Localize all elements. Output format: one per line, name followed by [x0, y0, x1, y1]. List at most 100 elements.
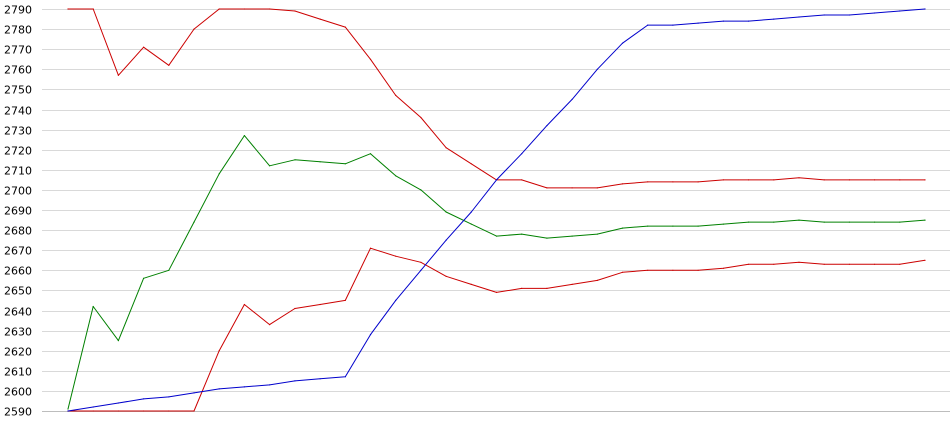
series-group — [67, 8, 926, 412]
series-1-point — [193, 28, 195, 30]
series-3-point — [823, 263, 825, 265]
series-1-point — [445, 147, 447, 149]
series-4 — [67, 8, 926, 412]
series-2-point — [470, 223, 472, 225]
series-2-point — [722, 223, 725, 225]
y-tick-label: 2650 — [4, 285, 32, 298]
series-2-point — [420, 189, 422, 191]
series-4-point — [117, 402, 119, 404]
series-3-point — [748, 263, 750, 265]
series-3-point — [395, 255, 397, 257]
series-4-point — [369, 334, 372, 336]
series-2-point — [243, 135, 245, 137]
y-tick-label: 2740 — [4, 105, 32, 118]
series-4-point — [294, 380, 296, 382]
series-4-point — [319, 378, 321, 380]
series-4-point — [571, 98, 573, 100]
series-2-point — [193, 221, 195, 223]
series-1-point — [798, 177, 800, 179]
y-tick-label: 2720 — [4, 145, 32, 158]
series-2-point — [344, 163, 346, 165]
series-4-point — [243, 386, 245, 388]
series-1-point — [748, 179, 750, 181]
series-1-point — [294, 10, 296, 12]
series-2-point — [596, 233, 598, 235]
series-2 — [67, 135, 926, 410]
series-4-point — [823, 14, 825, 16]
series-1-point — [67, 8, 69, 10]
series-3-line — [68, 247, 926, 412]
series-2-point — [773, 221, 775, 223]
series-2-point — [546, 237, 548, 239]
series-3-point — [924, 259, 926, 261]
y-axis: 2590 2600 2610 2620 2630 2640 2650 2660 2670 2680… — [4, 4, 32, 419]
y-tick-label: 2700 — [4, 185, 32, 198]
series-2-point — [874, 221, 876, 223]
series-1-point — [722, 179, 725, 181]
series-1-point — [899, 179, 901, 181]
series-3-point — [495, 291, 498, 293]
series-1-point — [319, 18, 321, 20]
y-tick-label: 2770 — [4, 44, 32, 57]
series-2-point — [647, 225, 649, 227]
series-4-point — [92, 406, 94, 408]
series-3-point — [369, 247, 372, 249]
series-3-point — [672, 269, 674, 271]
series-2-point — [521, 233, 523, 235]
series-4-point — [647, 24, 649, 26]
series-1-point — [773, 179, 775, 181]
series-1-point — [571, 187, 573, 189]
series-3-point — [546, 287, 548, 289]
series-2-point — [395, 175, 397, 177]
series-4-point — [848, 14, 851, 16]
series-2-point — [67, 408, 69, 410]
series-1-point — [168, 64, 170, 66]
gridlines — [42, 9, 950, 412]
series-1-point — [470, 163, 472, 165]
series-4-point — [395, 299, 397, 301]
series-1-point — [117, 74, 119, 76]
y-tick-label: 2790 — [4, 4, 32, 17]
series-4-point — [722, 20, 725, 22]
y-tick-label: 2680 — [4, 225, 32, 238]
series-2-point — [269, 165, 271, 167]
series-4-point — [924, 8, 926, 10]
series-4-point — [546, 125, 548, 127]
series-1-point — [647, 181, 649, 183]
series-3-point — [773, 263, 775, 265]
y-tick-label: 2660 — [4, 265, 32, 278]
y-tick-label: 2730 — [4, 125, 32, 138]
series-1-point — [848, 179, 851, 181]
series-2-point — [319, 161, 321, 163]
series-2-point — [848, 221, 851, 223]
y-tick-label: 2630 — [4, 326, 32, 339]
series-4-point — [168, 396, 170, 398]
y-tick-label: 2640 — [4, 306, 32, 319]
y-tick-label: 2670 — [4, 245, 32, 258]
series-3-point — [420, 261, 422, 263]
y-tick-label: 2760 — [4, 64, 32, 77]
series-3-point — [294, 307, 296, 310]
series-2-point — [143, 277, 145, 279]
series-1-point — [672, 181, 674, 183]
series-1-point — [420, 116, 422, 119]
series-3-point — [722, 267, 725, 269]
series-3-point — [621, 271, 624, 273]
series-4-point — [218, 388, 220, 390]
series-1-point — [243, 8, 245, 10]
series-2-point — [823, 221, 825, 223]
y-tick-label: 2600 — [4, 386, 32, 399]
series-3 — [67, 247, 926, 412]
series-2-point — [445, 211, 447, 213]
series-3-point — [168, 410, 170, 412]
series-2-point — [748, 221, 750, 223]
y-tick-label: 2590 — [4, 406, 32, 419]
series-2-point — [899, 221, 901, 223]
series-2-point — [294, 159, 296, 161]
series-2-point — [168, 269, 170, 271]
series-3-point — [596, 279, 598, 281]
series-1-point — [143, 46, 145, 48]
series-4-point — [344, 376, 346, 378]
series-4-point — [420, 269, 422, 271]
